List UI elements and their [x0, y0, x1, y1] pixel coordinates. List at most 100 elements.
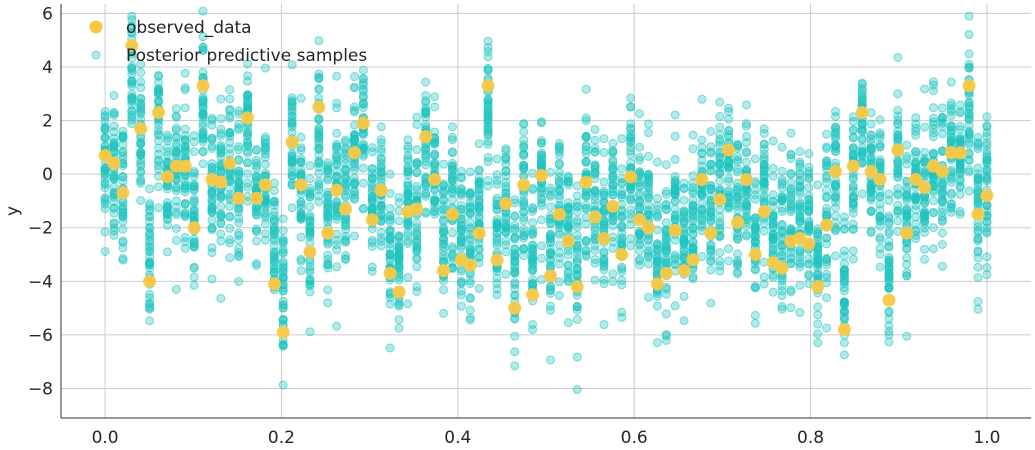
posterior-sample-point	[670, 183, 680, 193]
legend-label-posterior: Posterior predictive samples	[126, 46, 367, 66]
posterior-sample-point	[145, 206, 155, 216]
posterior-sample-point	[715, 152, 725, 162]
posterior-sample-point	[759, 185, 769, 195]
posterior-sample-point	[358, 204, 368, 214]
posterior-sample-point	[545, 190, 555, 200]
observed-point	[570, 280, 584, 294]
posterior-sample-point	[839, 251, 849, 261]
posterior-series	[100, 6, 992, 395]
posterior-sample-point	[688, 205, 698, 215]
posterior-sample-point	[118, 131, 128, 141]
posterior-sample-point	[251, 224, 261, 234]
posterior-sample-point	[581, 250, 591, 260]
posterior-sample-point	[243, 182, 253, 192]
posterior-sample-point	[162, 220, 172, 230]
posterior-sample-point	[626, 184, 636, 194]
posterior-sample-point	[857, 189, 867, 199]
posterior-sample-point	[715, 248, 725, 258]
posterior-sample-point	[813, 302, 823, 312]
posterior-sample-point	[964, 186, 974, 196]
posterior-sample-point	[937, 207, 947, 217]
posterior-sample-point	[216, 212, 226, 222]
posterior-sample-point	[572, 385, 582, 395]
posterior-sample-point	[545, 202, 555, 212]
posterior-sample-point	[937, 103, 947, 113]
posterior-sample-point	[278, 214, 288, 224]
posterior-sample-point	[118, 133, 128, 143]
posterior-sample-point	[198, 45, 208, 55]
posterior-sample-point	[189, 237, 199, 247]
posterior-sample-point	[136, 103, 146, 113]
y-tick-label: −2	[28, 219, 53, 239]
posterior-sample-point	[216, 131, 226, 141]
posterior-sample-point	[964, 165, 974, 175]
observed-point	[134, 122, 148, 136]
posterior-sample-point	[474, 207, 484, 217]
posterior-sample-point	[724, 176, 734, 186]
posterior-sample-point	[643, 252, 653, 262]
posterior-sample-point	[706, 148, 716, 158]
posterior-sample-point	[955, 209, 965, 219]
posterior-sample-point	[804, 226, 814, 236]
posterior-sample-point	[189, 206, 199, 216]
posterior-sample-point	[982, 128, 992, 138]
posterior-sample-point	[581, 219, 591, 229]
posterior-sample-point	[287, 203, 297, 213]
posterior-sample-point	[572, 231, 582, 241]
posterior-sample-point	[563, 173, 573, 183]
posterior-sample-point	[136, 147, 146, 157]
posterior-sample-point	[920, 84, 930, 94]
posterior-sample-point	[162, 201, 172, 211]
posterior-sample-point	[198, 159, 208, 169]
posterior-sample-point	[973, 273, 983, 283]
posterior-sample-point	[189, 172, 199, 182]
posterior-sample-point	[563, 215, 573, 225]
posterior-sample-point	[706, 216, 716, 226]
posterior-sample-point	[626, 192, 636, 202]
posterior-sample-point	[822, 269, 832, 279]
posterior-sample-point	[768, 214, 778, 224]
posterior-sample-point	[198, 42, 208, 52]
posterior-sample-point	[341, 171, 351, 181]
posterior-sample-point	[848, 133, 858, 143]
posterior-sample-point	[367, 143, 377, 153]
posterior-sample-point	[341, 137, 351, 147]
posterior-sample-point	[804, 207, 814, 217]
posterior-sample-point	[848, 143, 858, 153]
posterior-sample-point	[225, 238, 235, 248]
observed-point	[258, 178, 272, 192]
posterior-sample-point	[661, 189, 671, 199]
posterior-sample-point	[189, 204, 199, 214]
posterior-sample-point	[688, 244, 698, 254]
posterior-sample-point	[572, 352, 582, 362]
posterior-sample-point	[118, 140, 128, 150]
posterior-sample-point	[349, 130, 359, 140]
posterior-sample-point	[795, 207, 805, 217]
posterior-sample-point	[982, 228, 992, 238]
posterior-sample-point	[581, 236, 591, 246]
posterior-sample-point	[269, 186, 279, 196]
posterior-sample-point	[528, 218, 538, 228]
posterior-sample-point	[323, 158, 333, 168]
posterior-sample-point	[617, 280, 627, 290]
observed-point	[561, 234, 575, 248]
observed-point	[962, 79, 976, 93]
posterior-sample-point	[670, 155, 680, 165]
posterior-sample-point	[920, 227, 930, 237]
posterior-sample-point	[599, 177, 609, 187]
posterior-sample-point	[483, 65, 493, 75]
posterior-sample-point	[831, 197, 841, 207]
posterior-sample-point	[403, 181, 413, 191]
posterior-sample-point	[260, 201, 270, 211]
posterior-sample-point	[839, 338, 849, 348]
posterior-sample-point	[260, 143, 270, 153]
posterior-sample-point	[207, 113, 217, 123]
posterior-sample-point	[109, 127, 119, 137]
posterior-sample-point	[207, 189, 217, 199]
posterior-sample-point	[839, 224, 849, 234]
posterior-sample-point	[733, 201, 743, 211]
posterior-sample-point	[127, 27, 137, 37]
posterior-sample-point	[813, 338, 823, 348]
posterior-sample-point	[296, 210, 306, 220]
posterior-sample-point	[269, 197, 279, 207]
